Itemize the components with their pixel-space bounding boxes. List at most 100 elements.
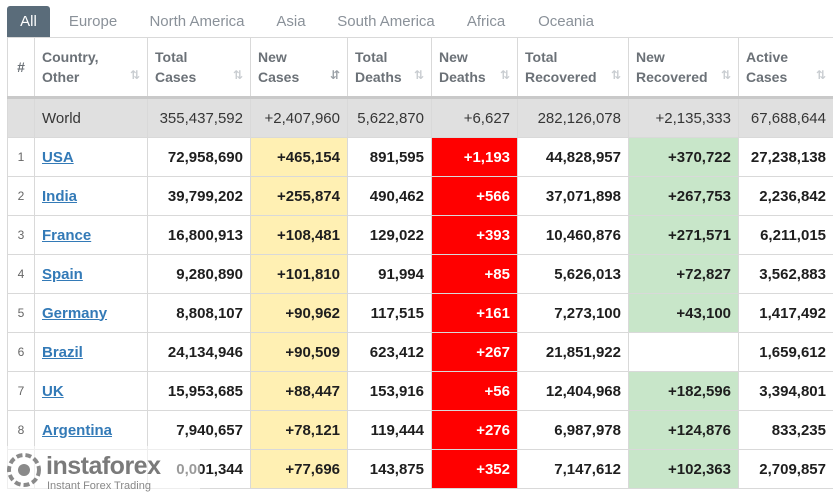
total-cases-cell: 15,953,685	[147, 371, 251, 411]
table-row: 8 Argentina 7,940,657 +78,121 119,444 +276 6,9…	[7, 410, 833, 450]
active-cases-cell: 6,211,015	[738, 215, 833, 255]
new-recovered-cell: +124,876	[628, 410, 739, 450]
new-recovered-cell: +102,363	[628, 449, 739, 489]
new-cases-cell: +255,874	[250, 176, 348, 216]
covid-stats-table: # Country, Other ⇅ Total Cases ⇅ New Cases …	[7, 37, 833, 489]
table-row: 1 USA 72,958,690 +465,154 891,595 +1,193 44,82…	[7, 137, 833, 177]
table-row: 2 India 39,799,202 +255,874 490,462 +566 37,07…	[7, 176, 833, 216]
sort-icon[interactable]: ⇅	[815, 68, 826, 82]
total-deaths-cell: 143,875	[347, 449, 432, 489]
tab-africa[interactable]: Africa	[466, 13, 506, 30]
total-deaths-cell: 5,622,870	[347, 97, 432, 138]
country-link[interactable]: India	[42, 187, 78, 205]
active-cases-cell: 833,235	[738, 410, 833, 450]
new-cases-cell: +90,509	[250, 332, 348, 372]
country-cell: France	[34, 215, 148, 255]
total-deaths-cell: 490,462	[347, 176, 432, 216]
total-recovered-cell: 7,273,100	[517, 293, 629, 333]
total-cases-cell: 16,800,913	[147, 215, 251, 255]
table-row: 4 Spain 9,280,890 +101,810 91,994 +85 5,626,01…	[7, 254, 833, 294]
active-cases-cell: 3,562,883	[738, 254, 833, 294]
row-index: 3	[7, 215, 35, 255]
sort-icon[interactable]: ⇅	[232, 68, 243, 82]
tab-asia[interactable]: Asia	[276, 13, 306, 30]
new-deaths-cell: +6,627	[431, 97, 518, 138]
new-cases-cell: +77,696	[250, 449, 348, 489]
total-deaths-cell: 623,412	[347, 332, 432, 372]
new-recovered-cell: +182,596	[628, 371, 739, 411]
sort-icon[interactable]: ⇅	[499, 68, 510, 82]
country-link[interactable]: Brazil	[42, 343, 83, 361]
country-rows: 1 USA 72,958,690 +465,154 891,595 +1,193 44,82…	[7, 137, 833, 489]
tab-all[interactable]: All	[7, 6, 50, 37]
region-tabs: All Europe North America Asia South Amer…	[0, 0, 833, 37]
total-cases-cell: 39,799,202	[147, 176, 251, 216]
total-deaths-cell: 91,994	[347, 254, 432, 294]
column-header-total-recovered[interactable]: Total Recovered ⇅	[517, 37, 629, 99]
country-cell: Brazil	[34, 332, 148, 372]
tab-oceania[interactable]: Oceania	[538, 13, 594, 30]
active-cases-cell: 2,709,857	[738, 449, 833, 489]
instaforex-logo-icon	[7, 453, 41, 487]
column-header-new-recovered[interactable]: New Recovered ⇅	[628, 37, 739, 99]
active-cases-cell: 3,394,801	[738, 371, 833, 411]
column-header-new-cases[interactable]: New Cases ⇵	[250, 37, 348, 99]
country-cell: Argentina	[34, 410, 148, 450]
country-link[interactable]: France	[42, 226, 92, 244]
new-deaths-cell: +161	[431, 293, 518, 333]
total-recovered-cell: 6,987,978	[517, 410, 629, 450]
country-link[interactable]: Germany	[42, 304, 108, 322]
total-recovered-cell: 44,828,957	[517, 137, 629, 177]
active-cases-cell: 2,236,842	[738, 176, 833, 216]
column-header-new-deaths[interactable]: New Deaths ⇅	[431, 37, 518, 99]
new-recovered-cell	[628, 332, 739, 372]
country-link[interactable]: Spain	[42, 265, 83, 283]
new-deaths-cell: +56	[431, 371, 518, 411]
world-total-row: World 355,437,592 +2,407,960 5,622,870 +…	[7, 97, 833, 138]
table-row: 5 Germany 8,808,107 +90,962 117,515 +161 7,273…	[7, 293, 833, 333]
row-index: 1	[7, 137, 35, 177]
sort-icon[interactable]: ⇅	[610, 68, 621, 82]
total-cases-cell: 7,940,657	[147, 410, 251, 450]
country-cell: Germany	[34, 293, 148, 333]
active-cases-cell: 67,688,644	[738, 97, 833, 138]
table-row: 3 France 16,800,913 +108,481 129,022 +393 10,4…	[7, 215, 833, 255]
sort-icon[interactable]: ⇅	[413, 68, 424, 82]
country-cell: USA	[34, 137, 148, 177]
row-index: 2	[7, 176, 35, 216]
column-header-total-deaths[interactable]: Total Deaths ⇅	[347, 37, 432, 99]
sort-descending-icon[interactable]: ⇵	[329, 68, 340, 82]
new-cases-cell: +465,154	[250, 137, 348, 177]
new-deaths-cell: +566	[431, 176, 518, 216]
new-recovered-cell: +72,827	[628, 254, 739, 294]
tab-north-america[interactable]: North America	[149, 13, 245, 30]
new-recovered-cell: +370,722	[628, 137, 739, 177]
country-link[interactable]: Argentina	[42, 421, 113, 439]
instaforex-watermark: instaforex Instant Forex Trading	[0, 446, 200, 494]
new-recovered-cell: +2,135,333	[628, 97, 739, 138]
table-row: 6 Brazil 24,134,946 +90,509 623,412 +267 21,85…	[7, 332, 833, 372]
row-index: 8	[7, 410, 35, 450]
row-index: 5	[7, 293, 35, 333]
column-header-active-cases[interactable]: Active Cases ⇅	[738, 37, 833, 99]
sort-icon[interactable]: ⇅	[129, 68, 140, 82]
country-cell: India	[34, 176, 148, 216]
country-link[interactable]: USA	[42, 148, 74, 166]
tab-europe[interactable]: Europe	[68, 13, 118, 30]
country-name: World	[34, 97, 148, 138]
new-deaths-cell: +393	[431, 215, 518, 255]
new-cases-cell: +101,810	[250, 254, 348, 294]
column-header-total-cases[interactable]: Total Cases ⇅	[147, 37, 251, 99]
country-cell: Spain	[34, 254, 148, 294]
sort-icon[interactable]: ⇅	[720, 68, 731, 82]
row-index: 6	[7, 332, 35, 372]
total-recovered-cell: 12,404,968	[517, 371, 629, 411]
total-deaths-cell: 129,022	[347, 215, 432, 255]
new-recovered-cell: +271,571	[628, 215, 739, 255]
new-cases-cell: +88,447	[250, 371, 348, 411]
row-index	[7, 97, 35, 138]
total-deaths-cell: 153,916	[347, 371, 432, 411]
tab-south-america[interactable]: South America	[337, 13, 435, 30]
column-header-country[interactable]: Country, Other ⇅	[34, 37, 148, 99]
country-link[interactable]: UK	[42, 382, 64, 400]
